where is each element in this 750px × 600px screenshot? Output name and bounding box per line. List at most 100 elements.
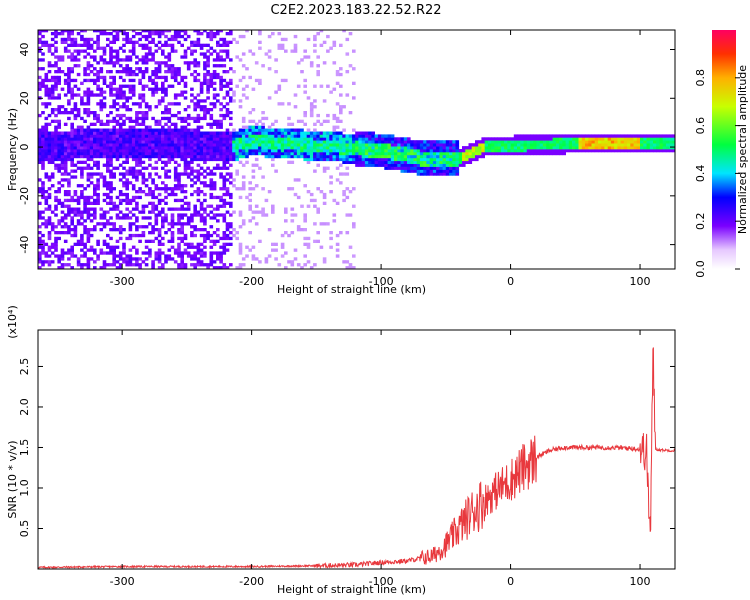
spectrogram-cell xyxy=(135,195,139,200)
spectrogram-cell xyxy=(54,146,58,150)
spectrogram-cells xyxy=(38,30,675,269)
spectrogram-cell xyxy=(287,260,291,264)
spectrogram-cell xyxy=(432,149,437,153)
spectrogram-cell xyxy=(135,157,139,162)
spectrogram-cell xyxy=(109,251,113,255)
spectrogram-cell xyxy=(115,49,120,53)
spectrogram-cell xyxy=(222,236,227,241)
spectrogram-cell xyxy=(109,134,113,138)
spectrogram-cell xyxy=(533,149,537,153)
spectrogram-cell xyxy=(390,149,395,153)
spectrogram-cell xyxy=(397,137,401,141)
spectrogram-cell xyxy=(455,163,460,167)
spectrogram-cell xyxy=(235,236,239,241)
spectrogram-cell xyxy=(222,137,227,141)
spectrogram-cell xyxy=(115,90,120,94)
spectrogram-cell xyxy=(148,32,152,36)
spectrogram-cell xyxy=(271,32,275,36)
spectrogram-cell xyxy=(167,192,172,197)
spectrogram-cell xyxy=(216,137,220,141)
spectrogram-cell xyxy=(526,146,531,150)
spectrogram-cell xyxy=(209,125,214,129)
spectrogram-cell xyxy=(125,146,129,150)
spectrogram-cell xyxy=(186,122,191,126)
spectrogram-cell xyxy=(38,245,42,249)
spectrogram-cell xyxy=(151,154,155,159)
spectrogram-cell xyxy=(245,154,249,159)
spectrogram-cell xyxy=(109,90,113,94)
spectrogram-cell xyxy=(251,257,256,261)
spectrogram-cell xyxy=(261,122,265,126)
spectrogram-cell xyxy=(161,137,165,141)
spectrogram-cell xyxy=(209,251,214,255)
spectrogram-cell xyxy=(326,49,330,53)
spectrogram-cell xyxy=(575,140,579,144)
spectrogram-cell xyxy=(131,131,136,135)
spectrogram-cell xyxy=(86,233,91,238)
spectrogram-cell xyxy=(429,166,434,170)
spectrogram-cell xyxy=(546,140,550,144)
spectrogram-cell xyxy=(151,166,155,170)
spectrogram-cell xyxy=(581,137,586,141)
spectrogram-cell xyxy=(296,84,301,88)
spectrogram-cell xyxy=(206,131,210,135)
spectrogram-cell xyxy=(254,140,259,144)
spectrogram-cell xyxy=(177,172,181,176)
spectrogram-cell xyxy=(161,207,165,211)
spectrogram-cell xyxy=(109,140,113,144)
spectrogram-cell xyxy=(180,34,184,39)
spectrogram-cell xyxy=(436,146,440,150)
spectrogram-cell xyxy=(442,143,447,147)
spectrogram-cell xyxy=(196,198,201,203)
spectrogram-cell xyxy=(157,119,162,123)
spectrogram-cell xyxy=(400,169,405,173)
spectrogram-cell xyxy=(653,140,657,144)
spectrogram-cell xyxy=(170,213,175,217)
spectrogram-cell xyxy=(83,201,87,205)
spectrogram-cell xyxy=(423,172,427,176)
spectrogram-cell xyxy=(93,146,97,150)
spectrogram-cell xyxy=(109,198,113,203)
spectrogram-cell xyxy=(99,128,104,132)
spectrogram-cell xyxy=(180,157,184,162)
spectrogram-cell xyxy=(112,166,116,170)
spectrogram-cell xyxy=(358,149,362,153)
spectrogram-cell xyxy=(222,146,227,150)
spectrogram-cell xyxy=(326,113,330,118)
spectrogram-cell xyxy=(190,192,194,197)
spectrogram-cell xyxy=(154,216,159,220)
spectrogram-cell xyxy=(355,160,359,164)
spectrogram-cell xyxy=(38,151,42,156)
spectrogram-cell xyxy=(164,140,168,144)
spectrogram-cell xyxy=(261,116,265,121)
spectrogram-cell xyxy=(368,160,372,164)
spectrogram-cell xyxy=(125,70,129,74)
spectrogram-cell xyxy=(203,254,207,258)
spectrogram-cell xyxy=(504,137,508,141)
spectrogram-cell xyxy=(588,143,592,147)
spectrogram-cell xyxy=(73,113,78,118)
spectrogram-cell xyxy=(193,154,197,159)
spectrogram-cell xyxy=(232,140,236,144)
spectrogram-cell xyxy=(199,125,204,129)
spectrogram-cell xyxy=(342,30,346,33)
spectrogram-cell xyxy=(151,178,155,182)
spectrogram-cell xyxy=(93,72,97,77)
spectrogram-cell xyxy=(67,192,71,197)
spectrogram-cell xyxy=(80,175,84,179)
spectrogram-cell xyxy=(170,219,175,223)
spectrogram-cell xyxy=(216,30,220,33)
spectrogram-cell xyxy=(38,30,42,33)
spectrogram-cell xyxy=(306,204,311,208)
spectrogram-cell xyxy=(568,134,573,138)
spectrogram-cell xyxy=(277,46,282,50)
spectrogram-cell xyxy=(491,140,495,144)
spectrogram-cell xyxy=(591,143,596,147)
spectrogram-cell xyxy=(161,128,165,132)
spectrogram-cell xyxy=(423,166,427,170)
spectrogram-cell xyxy=(193,128,197,132)
spectrogram-cell xyxy=(141,160,146,164)
spectrogram-cell xyxy=(60,149,65,153)
spectrogram-cell xyxy=(439,154,443,159)
spectrogram-cell xyxy=(342,192,346,197)
